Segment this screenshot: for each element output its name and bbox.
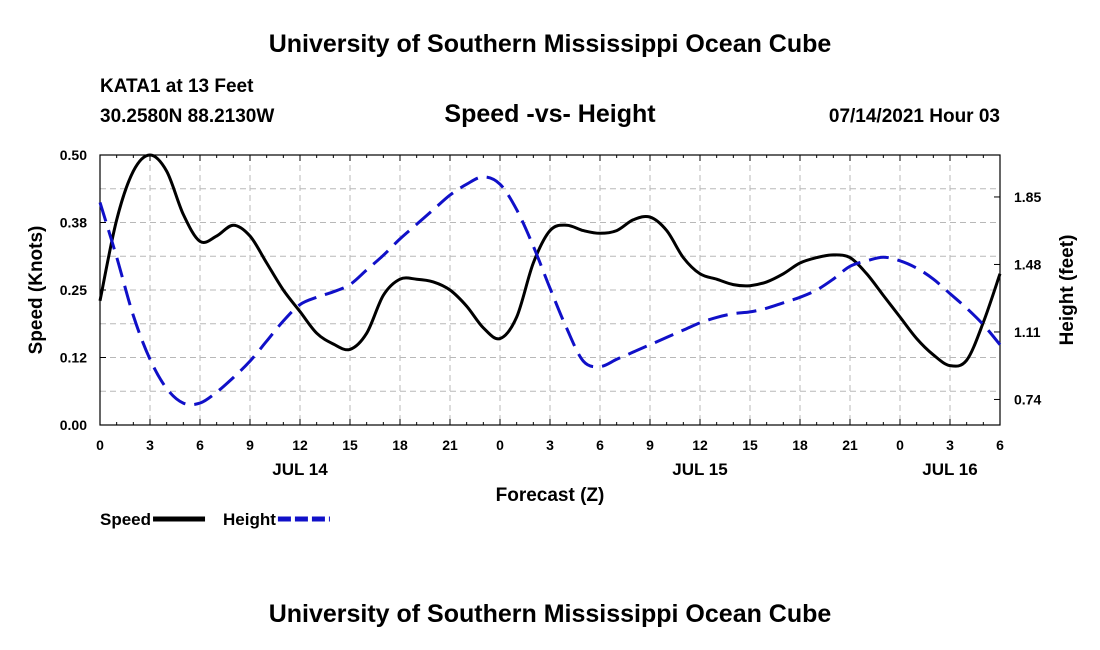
x-tick-label: 15: [342, 437, 358, 453]
chart-title: Speed -vs- Height: [444, 100, 656, 128]
forecast-datetime: 07/14/2021 Hour 03: [828, 106, 1000, 127]
date-label: JUL 15: [672, 460, 727, 479]
y-right-tick-label: 1.85: [1014, 189, 1041, 205]
x-tick-label: 18: [792, 437, 808, 453]
y-tick-label: 0.38: [60, 215, 87, 231]
station-coordinates: 30.2580N 88.2130W: [100, 106, 275, 127]
date-label: JUL 16: [922, 460, 977, 479]
date-label: JUL 14: [272, 460, 328, 479]
y-right-tick-label: 0.74: [1014, 391, 1041, 407]
y-axis-label: Speed (Knots): [26, 226, 47, 355]
x-tick-label: 6: [596, 437, 604, 453]
y-right-tick-label: 1.48: [1014, 256, 1041, 272]
y-tick-label: 0.25: [60, 282, 87, 298]
y-right-axis-label: Height (feet): [1057, 235, 1078, 346]
x-tick-label: 9: [646, 437, 654, 453]
legend-label-speed: Speed: [100, 510, 151, 529]
x-tick-label: 6: [996, 437, 1004, 453]
x-tick-label: 12: [692, 437, 708, 453]
y-right-tick-label: 1.11: [1014, 324, 1041, 340]
x-tick-label: 12: [292, 437, 308, 453]
x-tick-label: 15: [742, 437, 758, 453]
x-tick-label: 21: [442, 437, 458, 453]
x-tick-label: 3: [946, 437, 954, 453]
x-tick-label: 18: [392, 437, 408, 453]
page-title: University of Southern Mississippi Ocean…: [268, 30, 832, 58]
footer-title: University of Southern Mississippi Ocean…: [268, 600, 832, 628]
series-line-speed: [98, 153, 1002, 368]
x-tick-label: 0: [496, 437, 504, 453]
x-tick-label: 0: [896, 437, 904, 453]
y-tick-label: 0.00: [60, 417, 87, 433]
x-tick-label: 6: [196, 437, 204, 453]
x-tick-label: 3: [546, 437, 554, 453]
station-label: KATA1 at 13 Feet: [100, 76, 254, 97]
x-tick-label: 9: [246, 437, 254, 453]
y-tick-label: 0.50: [60, 147, 87, 163]
x-axis-label: Forecast (Z): [496, 485, 605, 506]
x-tick-label: 21: [842, 437, 858, 453]
x-tick-label: 3: [146, 437, 154, 453]
legend-label-height: Height: [223, 510, 276, 529]
series-line-height: [98, 175, 1002, 407]
x-tick-label: 0: [96, 437, 104, 453]
y-tick-label: 0.12: [60, 350, 87, 366]
